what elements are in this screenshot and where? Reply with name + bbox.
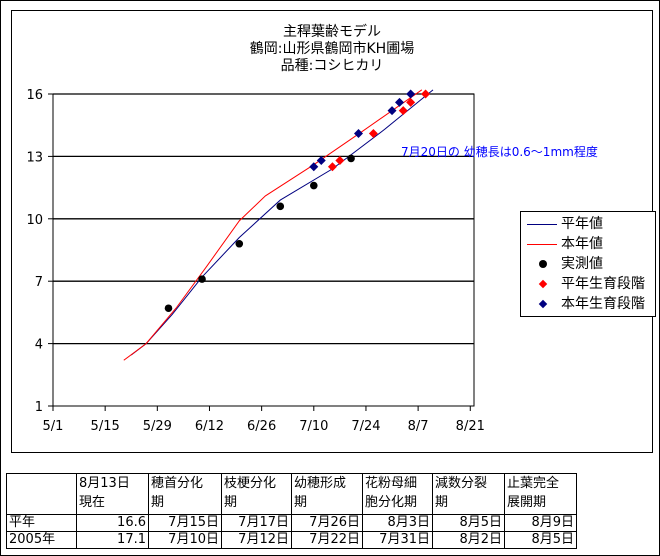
series-line-1 bbox=[123, 89, 423, 361]
chart-subtitle-variety: 品種:コシヒカリ bbox=[280, 58, 384, 74]
y-tick-label: 10 bbox=[26, 213, 43, 228]
y-tick-label: 4 bbox=[35, 338, 43, 353]
table-cell: 7月10日 bbox=[148, 531, 222, 549]
table-cell: 8月5日 bbox=[432, 514, 505, 532]
table-row: 2005年 17.1 7月10日 7月12日 7月22日 7月31日 8月2日 8月5日 bbox=[6, 531, 577, 549]
table-cell: 2005年 bbox=[6, 531, 77, 549]
x-tick-label: 8/21 bbox=[456, 419, 485, 434]
table-row: 平年 16.6 7月15日 7月17日 7月26日 8月3日 8月5日 8月9日 bbox=[6, 514, 577, 532]
table-header-cell: 穂首分化期 bbox=[148, 473, 222, 515]
data-point-stage bbox=[406, 97, 416, 107]
table-header-cell: 減数分裂期 bbox=[432, 473, 505, 515]
legend-item: 平年生育段階 bbox=[521, 274, 655, 294]
table-cell: 8月3日 bbox=[362, 514, 433, 532]
table-header-cell: 幼穂形成期 bbox=[291, 473, 363, 515]
plot-svg: 1 4 7 10 13 16 5/1 5/15 5/29 6/12 6/26 7/10 7/24 8/7 8… bbox=[26, 88, 485, 434]
x-tick-label: 7/24 bbox=[351, 419, 380, 434]
table-cell: 16.6 bbox=[76, 514, 149, 532]
x-tick-label: 7/10 bbox=[299, 419, 328, 434]
table-cell: 7月17日 bbox=[221, 514, 292, 532]
table-header-cell: 花粉母細 胞分化期 bbox=[362, 473, 433, 515]
table-cell: 17.1 bbox=[76, 531, 149, 549]
y-tick-label: 7 bbox=[35, 275, 43, 290]
data-point-measured bbox=[347, 154, 355, 163]
legend-item: 実測値 bbox=[521, 254, 655, 274]
plot-frame bbox=[52, 93, 475, 407]
data-point-stage bbox=[335, 156, 345, 166]
legend-symbol bbox=[527, 294, 557, 314]
y-tick-label: 13 bbox=[26, 150, 43, 165]
data-point-measured bbox=[164, 304, 173, 313]
table-header-cell: 止葉完全 展開期 bbox=[504, 473, 577, 515]
table-cell: 8月2日 bbox=[432, 531, 505, 549]
legend-symbol bbox=[527, 254, 557, 274]
data-point-stage bbox=[316, 156, 326, 166]
data-point-stage bbox=[387, 106, 397, 116]
table-cell: 7月26日 bbox=[291, 514, 363, 532]
growth-stage-table: 8月13日 現在 穂首分化期枝梗分化期幼穂形成期花粉母細 胞分化期 減数分裂期止葉完全展… bbox=[6, 473, 577, 549]
series-line-0 bbox=[130, 89, 434, 356]
chart-area: 主稈葉齢モデル 鶴岡:山形県鶴岡市KH圃場 品種:コシヒカリ 1 4 7 10 13 16… bbox=[11, 10, 656, 453]
legend-label: 本年生育段階 bbox=[561, 296, 645, 312]
legend-item: 平年値 bbox=[521, 214, 655, 234]
table-cell: 7月15日 bbox=[148, 514, 222, 532]
legend-item: 本年生育段階 bbox=[521, 294, 655, 314]
data-point-stage bbox=[421, 89, 431, 99]
annotation: 7月20日の 幼穂長は0.6～1mm程度 bbox=[401, 145, 598, 159]
data-point-stage bbox=[354, 129, 364, 139]
chart-title: 主稈葉齢モデル bbox=[283, 24, 381, 40]
data-point-stage bbox=[394, 97, 404, 107]
legend: 平年値本年値実測値平年生育段階 本年生育段階 bbox=[520, 211, 656, 317]
legend-label: 本年値 bbox=[561, 236, 603, 252]
data-point-stage bbox=[398, 106, 408, 116]
legend-item: 本年値 bbox=[521, 234, 655, 254]
table-cell: 平年 bbox=[6, 514, 77, 532]
data-point-measured bbox=[235, 239, 244, 248]
table-header-cell: 枝梗分化期 bbox=[221, 473, 292, 515]
table-cell: 7月31日 bbox=[362, 531, 433, 549]
data-point-measured bbox=[309, 181, 318, 190]
y-tick-label: 1 bbox=[35, 400, 43, 415]
legend-label: 平年生育段階 bbox=[561, 276, 645, 292]
y-tick-label: 16 bbox=[26, 88, 43, 103]
data-point-stage bbox=[406, 89, 416, 99]
table-cell: 8月9日 bbox=[504, 514, 577, 532]
legend-label: 実測値 bbox=[561, 256, 603, 272]
legend-symbol bbox=[527, 234, 557, 254]
legend-symbol bbox=[527, 274, 557, 294]
x-tick-label: 6/12 bbox=[195, 419, 224, 434]
table-header-row: 8月13日 現在 穂首分化期枝梗分化期幼穂形成期花粉母細 胞分化期 減数分裂期止葉完全展… bbox=[6, 473, 577, 515]
data-point-stage bbox=[327, 162, 337, 172]
x-tick-label: 5/15 bbox=[91, 419, 120, 434]
data-point-measured bbox=[198, 275, 206, 283]
x-tick-label: 5/29 bbox=[143, 419, 172, 434]
legend-label: 平年値 bbox=[561, 216, 603, 232]
table-header-cell bbox=[6, 473, 77, 515]
data-point-stage bbox=[368, 129, 378, 139]
table-header-cell: 8月13日 現在 bbox=[76, 473, 149, 515]
table-cell: 8月5日 bbox=[504, 531, 577, 549]
table-cell: 7月22日 bbox=[291, 531, 363, 549]
data-point-stage bbox=[309, 162, 319, 172]
chart-subtitle-location: 鶴岡:山形県鶴岡市KH圃場 bbox=[249, 41, 415, 57]
legend-symbol bbox=[527, 214, 557, 234]
x-tick-label: 8/7 bbox=[408, 419, 429, 434]
data-point-measured bbox=[276, 202, 285, 211]
table-cell: 7月12日 bbox=[221, 531, 292, 549]
x-tick-label: 5/1 bbox=[43, 419, 64, 434]
x-tick-label: 6/26 bbox=[247, 419, 276, 434]
